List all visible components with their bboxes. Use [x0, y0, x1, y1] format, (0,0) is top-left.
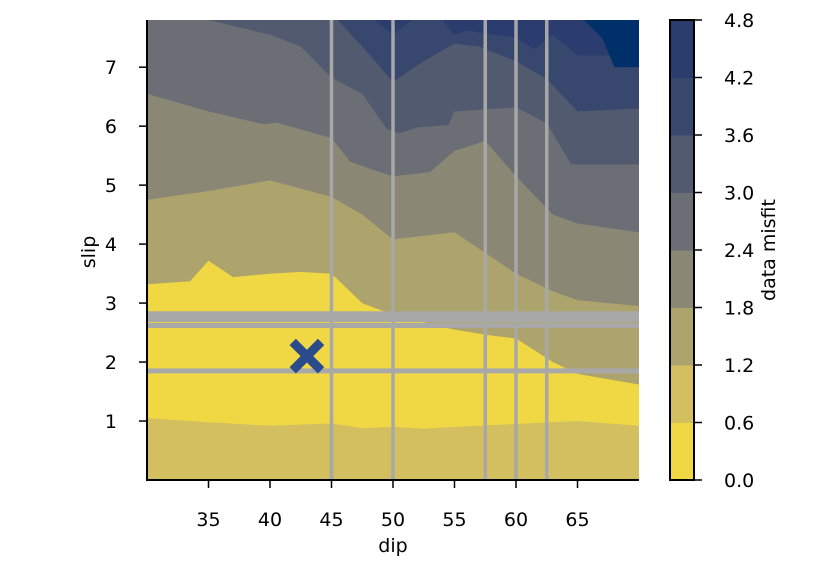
x-tick-label: 45 [319, 509, 343, 531]
x-tick-label: 55 [442, 509, 466, 531]
colorbar-tick-label: 3.6 [724, 125, 754, 147]
colorbar-tick-label: 3.0 [724, 183, 754, 205]
colorbar-segment [670, 422, 694, 481]
x-tick-label: 50 [381, 509, 405, 531]
colorbar-segment [670, 77, 694, 136]
y-tick-label: 4 [105, 234, 117, 256]
best-fit-marker [289, 338, 325, 374]
colorbar-tick-label: 2.4 [724, 240, 754, 262]
x-tick-label: 60 [504, 509, 528, 531]
x-axis-label: dip [378, 535, 407, 557]
colorbar-segment [670, 135, 694, 193]
y-axis-ticks: 1 2 3 4 5 6 7 [105, 57, 147, 433]
y-tick-label: 3 [105, 293, 117, 315]
x-tick-label: 65 [565, 509, 589, 531]
colorbar-tick-label: 4.8 [724, 10, 754, 32]
x-tick-label: 40 [258, 509, 282, 531]
y-tick-label: 2 [105, 352, 117, 374]
colorbar-tick-label: 1.2 [724, 355, 754, 377]
y-tick-label: 5 [105, 175, 117, 197]
reference-lines [147, 20, 639, 480]
x-tick-label: 35 [196, 509, 220, 531]
colorbar-tick-label: 0.6 [724, 413, 754, 435]
y-tick-label: 1 [105, 411, 117, 433]
colorbar-tick-label: 0.0 [724, 470, 754, 492]
y-tick-label: 7 [105, 57, 117, 79]
colorbar-segment [670, 365, 694, 423]
colorbar-segment [670, 307, 694, 366]
colorbar-label: data misfit [758, 199, 780, 301]
colorbar-segment [670, 192, 694, 251]
x-axis-ticks: 35 40 45 50 55 60 65 [196, 480, 590, 531]
y-axis-label: slip [78, 236, 100, 269]
contour-band-7 [442, 20, 639, 56]
colorbar-segment [670, 250, 694, 308]
contour-band-8 [583, 20, 639, 68]
colorbar-tick-label: 1.8 [724, 298, 754, 320]
colorbar-segment [670, 20, 694, 78]
horizontal-reference-band [147, 313, 639, 320]
y-tick-label: 6 [105, 116, 117, 138]
colorbar: 0.0 0.6 1.2 1.8 2.4 3.0 3.6 4.2 4.8 [669, 10, 754, 492]
best-fit-marker-layer [289, 338, 325, 374]
colorbar-tick-label: 4.2 [724, 68, 754, 90]
